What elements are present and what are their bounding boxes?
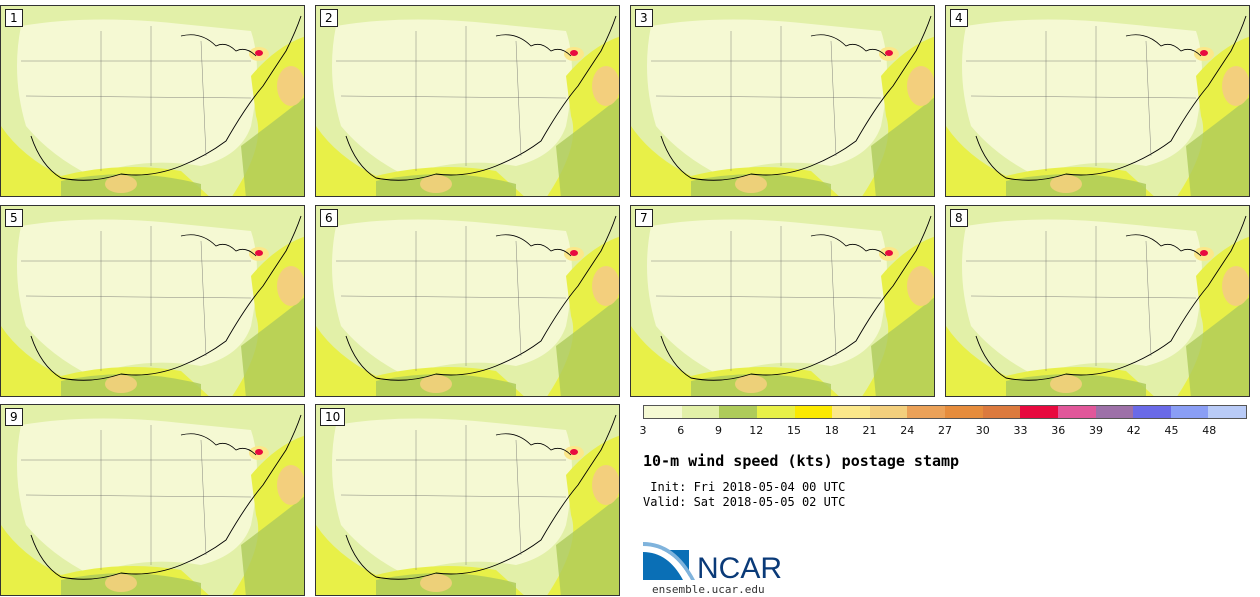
member-panel[interactable]: 8	[945, 205, 1250, 397]
colorbar-tick-label: 42	[1126, 424, 1141, 437]
colorbar-segment	[1170, 406, 1209, 418]
colorbar-segment	[719, 406, 757, 418]
member-number-label: 5	[5, 209, 23, 227]
colorbar-tick-label: 48	[1202, 424, 1217, 437]
colorbar-segment	[794, 406, 833, 418]
member-panel[interactable]: 2	[315, 5, 620, 197]
colorbar-segment	[681, 406, 720, 418]
member-number-label: 6	[320, 209, 338, 227]
ncar-logo-text: NCAR	[697, 552, 782, 582]
colorbar-tick-label: 33	[1013, 424, 1028, 437]
member-panel[interactable]: 10	[315, 404, 620, 596]
member-panel[interactable]: 1	[0, 5, 305, 197]
member-panel[interactable]: 7	[630, 205, 935, 397]
colorbar-segment	[1020, 406, 1058, 418]
member-number-label: 9	[5, 408, 23, 426]
colorbar-tick-label: 45	[1164, 424, 1179, 437]
member-panel[interactable]: 3	[630, 5, 935, 197]
colorbar-tick-label: 12	[749, 424, 764, 437]
colorbar-tick-label: 6	[677, 424, 685, 437]
colorbar-segment	[644, 406, 682, 418]
colorbar-segment	[982, 406, 1021, 418]
colorbar-segment	[907, 406, 945, 418]
colorbar-tick-label: 39	[1089, 424, 1103, 437]
member-number-label: 2	[320, 9, 338, 27]
colorbar-segment	[945, 406, 983, 418]
member-panel[interactable]: 9	[0, 404, 305, 596]
colorbar-tick-label: 3	[639, 424, 647, 437]
init-time: Init: Fri 2018-05-04 00 UTC	[643, 480, 846, 494]
colorbar-tick-label: 30	[975, 424, 990, 437]
plot-title: 10-m wind speed (kts) postage stamp	[643, 452, 960, 470]
colorbar-segment	[1095, 406, 1134, 418]
member-panel[interactable]: 4	[945, 5, 1250, 197]
colorbar-tick-label: 18	[824, 424, 839, 437]
colorbar-tick-label: 36	[1051, 424, 1066, 437]
colorbar	[643, 405, 1247, 419]
member-panel[interactable]: 6	[315, 205, 620, 397]
member-number-label: 7	[635, 209, 653, 227]
colorbar-ticks: 3 6 9 12 15 18 21 24 27 30 33 36 39 42 45 48	[639, 424, 1247, 438]
website-link[interactable]: ensemble.ucar.edu	[652, 583, 765, 596]
colorbar-segment	[869, 406, 908, 418]
member-number-label: 1	[5, 9, 23, 27]
colorbar-segment	[1133, 406, 1171, 418]
member-number-label: 3	[635, 9, 653, 27]
colorbar-segment	[756, 406, 795, 418]
member-number-label: 4	[950, 9, 968, 27]
ncar-logo: NCAR	[643, 540, 793, 585]
valid-time: Valid: Sat 2018-05-05 02 UTC	[643, 495, 846, 509]
colorbar-tick-label: 27	[938, 424, 952, 437]
member-panel[interactable]: 5	[0, 205, 305, 397]
colorbar-tick-label: 9	[715, 424, 722, 437]
colorbar-segment	[1208, 406, 1246, 418]
member-number-label: 10	[320, 408, 346, 426]
colorbar-tick-label: 21	[862, 424, 877, 437]
colorbar-segment	[832, 406, 870, 418]
colorbar-tick-label: 24	[900, 424, 915, 437]
member-number-label: 8	[950, 209, 968, 227]
colorbar-tick-label: 15	[787, 424, 801, 437]
colorbar-segment	[1057, 406, 1096, 418]
